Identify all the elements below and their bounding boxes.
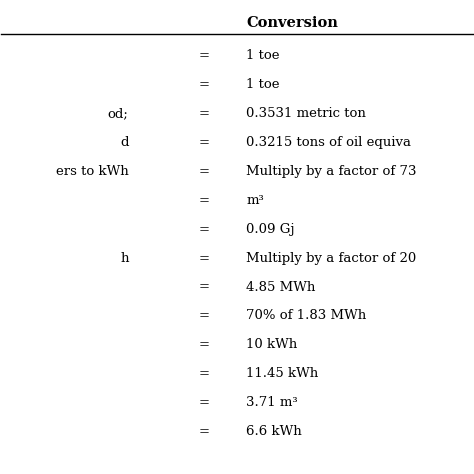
- Text: 6.6 kWh: 6.6 kWh: [246, 425, 302, 438]
- Text: =: =: [199, 136, 210, 149]
- Text: Conversion: Conversion: [246, 16, 338, 29]
- Text: =: =: [199, 367, 210, 380]
- Text: =: =: [199, 107, 210, 120]
- Text: 3.71 m³: 3.71 m³: [246, 396, 298, 409]
- Text: Multiply by a factor of 73: Multiply by a factor of 73: [246, 165, 417, 178]
- Text: h: h: [120, 252, 128, 264]
- Text: 1 toe: 1 toe: [246, 49, 280, 63]
- Text: od;: od;: [108, 107, 128, 120]
- Text: =: =: [199, 49, 210, 63]
- Text: m³: m³: [246, 194, 264, 207]
- Text: 10 kWh: 10 kWh: [246, 338, 298, 351]
- Text: Multiply by a factor of 20: Multiply by a factor of 20: [246, 252, 417, 264]
- Text: 70% of 1.83 MWh: 70% of 1.83 MWh: [246, 310, 367, 322]
- Text: =: =: [199, 310, 210, 322]
- Text: 1 toe: 1 toe: [246, 78, 280, 91]
- Text: =: =: [199, 252, 210, 264]
- Text: 4.85 MWh: 4.85 MWh: [246, 281, 316, 293]
- Text: =: =: [199, 281, 210, 293]
- Text: 0.09 Gj: 0.09 Gj: [246, 223, 295, 236]
- Text: 0.3215 tons of oil equiva: 0.3215 tons of oil equiva: [246, 136, 411, 149]
- Text: 0.3531 metric ton: 0.3531 metric ton: [246, 107, 366, 120]
- Text: 11.45 kWh: 11.45 kWh: [246, 367, 319, 380]
- Text: =: =: [199, 223, 210, 236]
- Text: =: =: [199, 194, 210, 207]
- Text: =: =: [199, 338, 210, 351]
- Text: =: =: [199, 165, 210, 178]
- Text: d: d: [120, 136, 128, 149]
- Text: =: =: [199, 396, 210, 409]
- Text: =: =: [199, 425, 210, 438]
- Text: ers to kWh: ers to kWh: [56, 165, 128, 178]
- Text: =: =: [199, 78, 210, 91]
